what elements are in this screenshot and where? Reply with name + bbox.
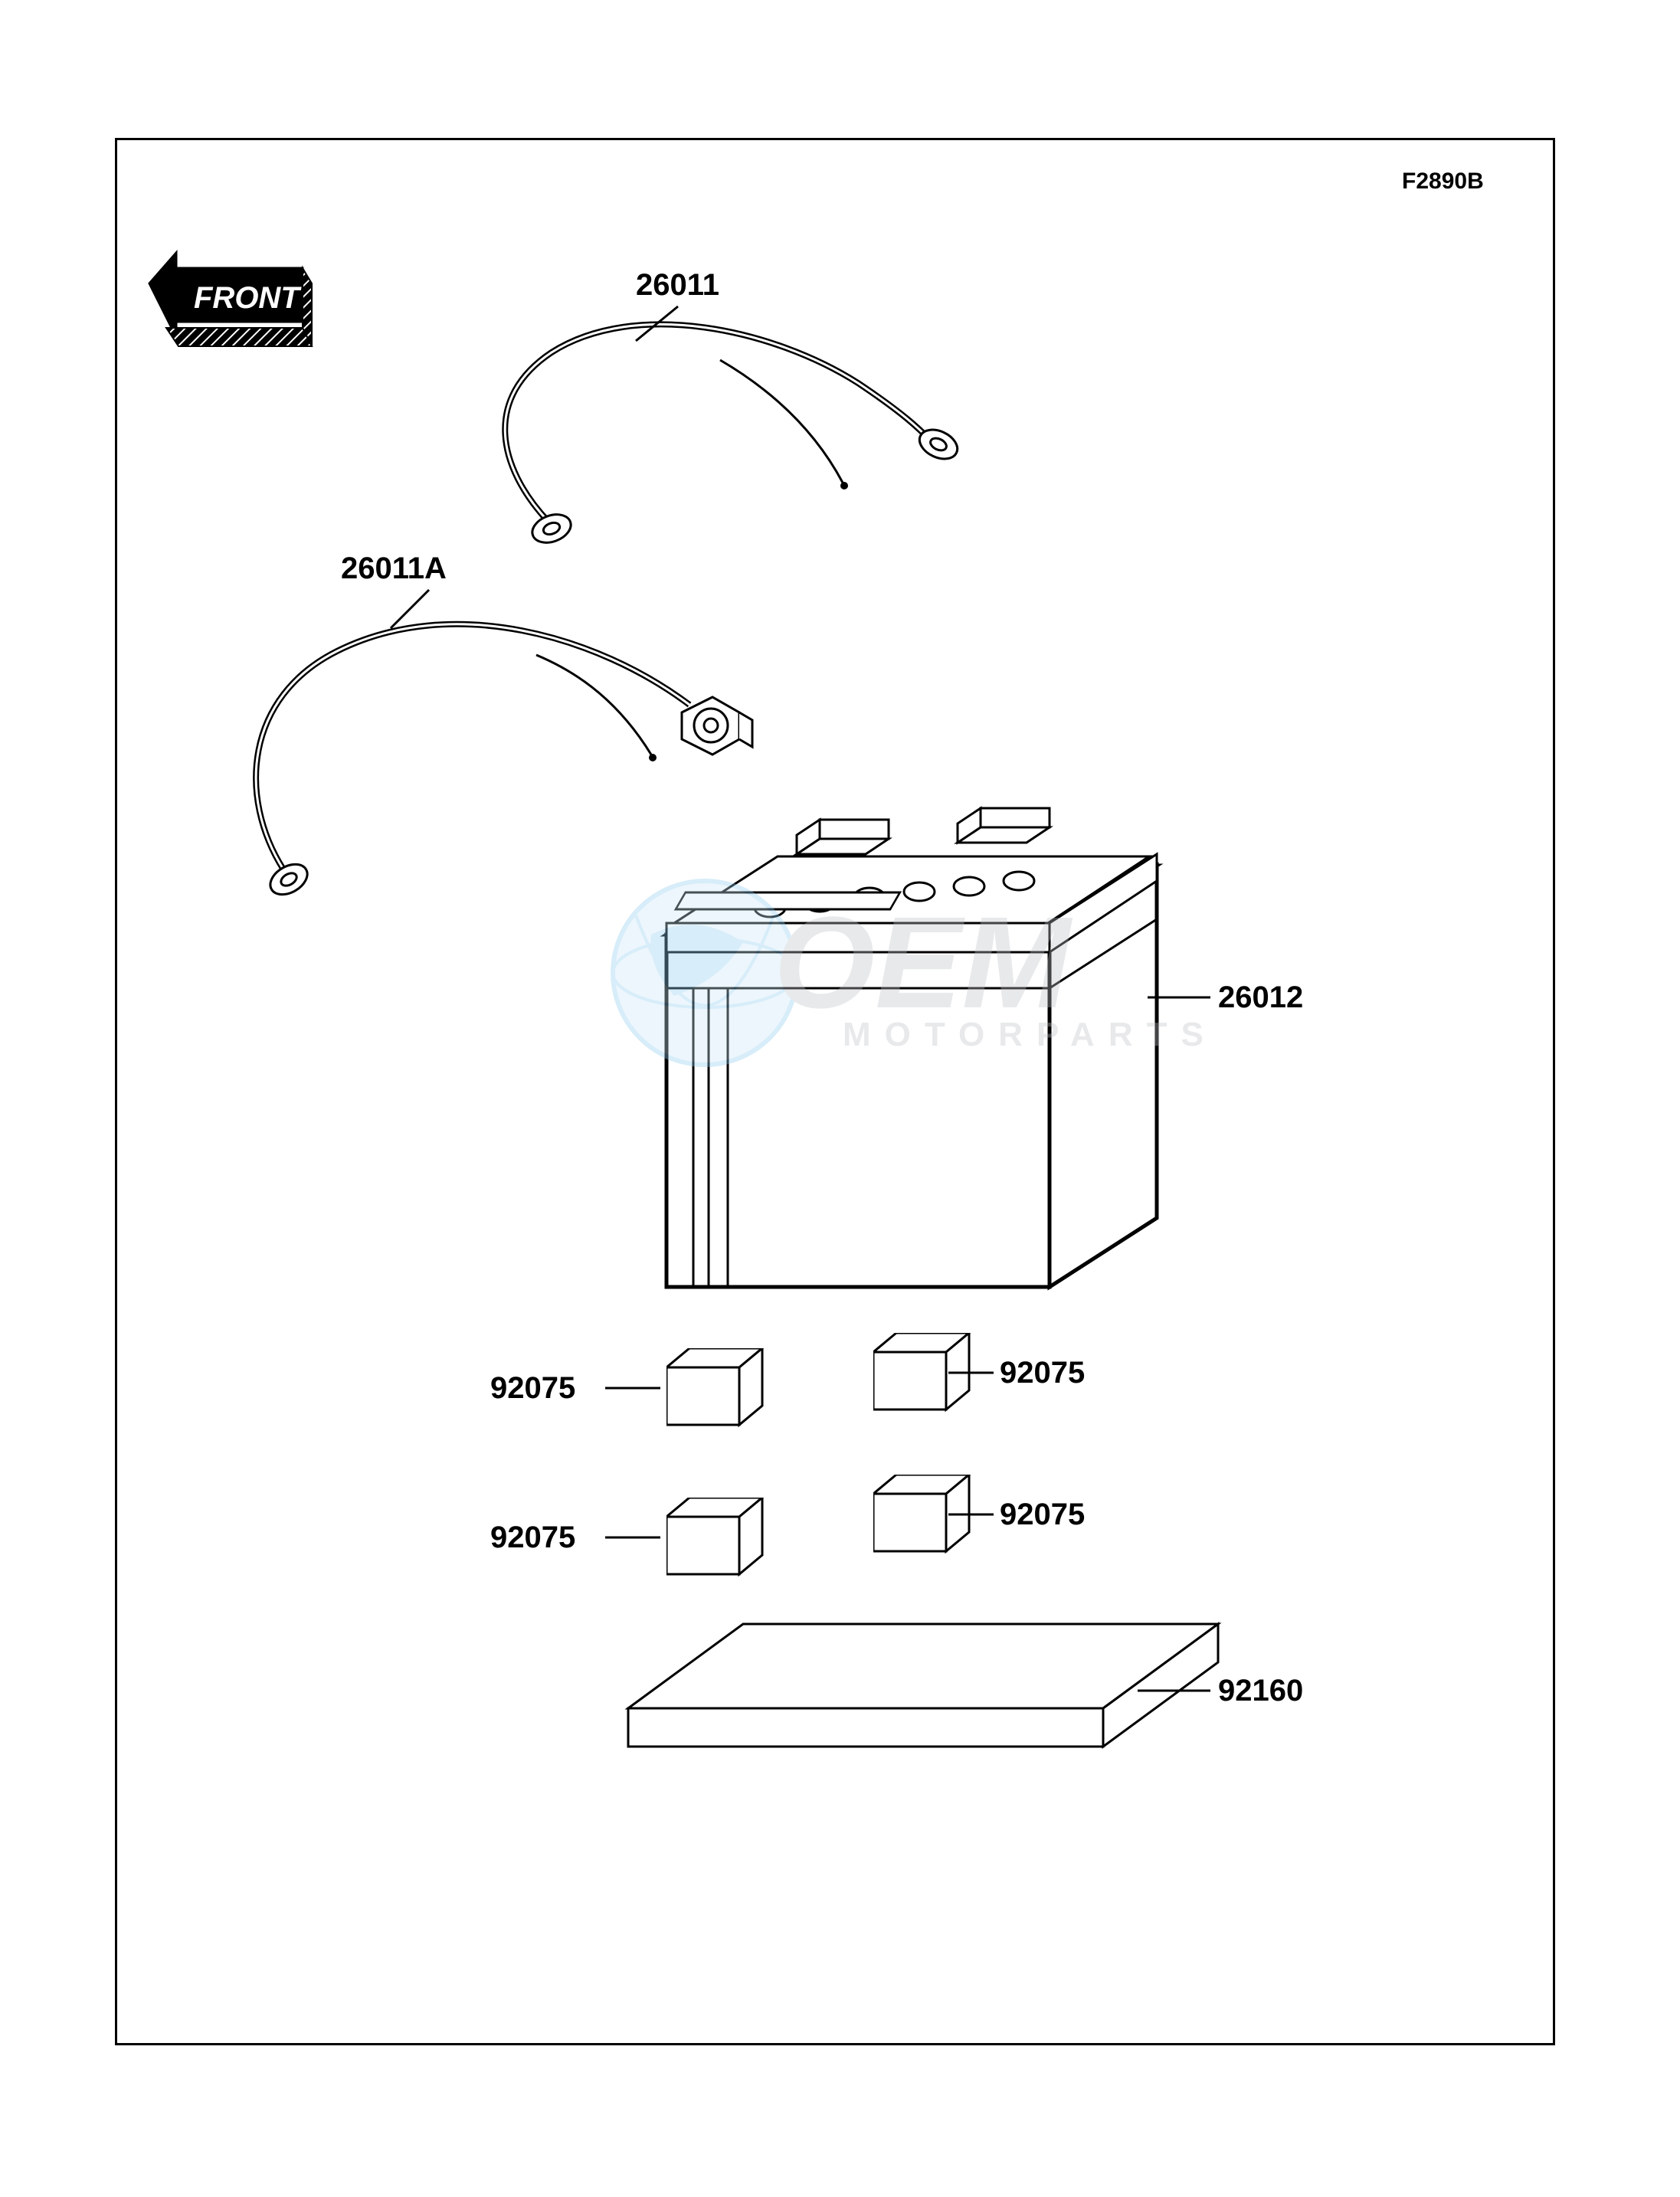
- leader-lines: [0, 0, 1680, 2197]
- diagram-page: F2890B FRONT: [0, 0, 1680, 2197]
